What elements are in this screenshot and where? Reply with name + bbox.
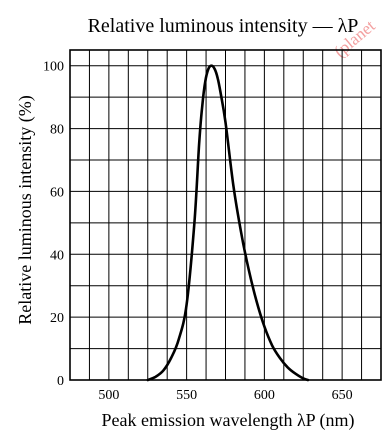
y-axis-label: Relative luminous intensity (%) <box>15 95 36 324</box>
plot-frame <box>69 49 382 381</box>
chart-title: Relative luminous intensity — λP <box>88 15 359 37</box>
x-tick-label: 650 <box>332 388 353 403</box>
y-tick-label: 80 <box>50 123 64 138</box>
y-tick-label: 100 <box>43 60 64 75</box>
series-line-curve <box>146 64 310 382</box>
grid <box>70 50 381 380</box>
y-tick-label: 20 <box>50 311 64 326</box>
x-tick-label: 500 <box>98 388 119 403</box>
x-axis-label: Peak emission wavelength λP (nm) <box>101 410 354 431</box>
x-tick-label: 600 <box>254 388 275 403</box>
x-tick-label: 550 <box>176 388 197 403</box>
y-tick-label: 60 <box>50 185 64 200</box>
tick-labels: 500 550 600 650 0 20 40 60 80 100 <box>43 60 353 403</box>
y-tick-label: 0 <box>57 374 64 389</box>
y-tick-label: 40 <box>50 248 64 263</box>
